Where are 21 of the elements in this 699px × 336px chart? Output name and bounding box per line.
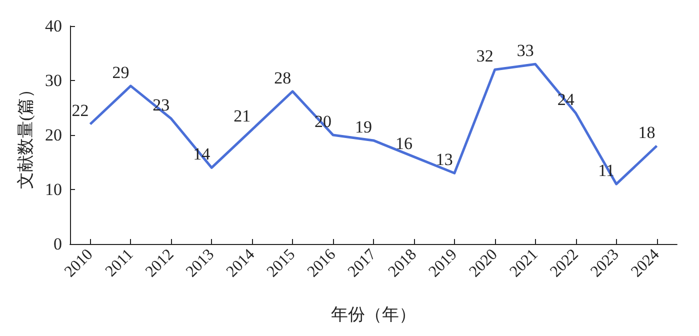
x-tick-label: 2011 <box>102 246 137 280</box>
data-label: 19 <box>355 117 372 136</box>
data-label: 23 <box>152 96 170 115</box>
y-tick-label: 40 <box>45 16 62 36</box>
data-label: 29 <box>112 62 130 82</box>
y-tick-label: 0 <box>54 234 62 254</box>
y-tick-label: 20 <box>45 126 62 144</box>
y-tick-label: 30 <box>45 71 62 90</box>
data-label: 32 <box>476 46 494 66</box>
x-tick-label: 2021 <box>506 246 542 281</box>
y-axis-title: 文献数量(篇） <box>16 81 36 189</box>
data-label: 18 <box>638 122 656 142</box>
line-series <box>88 62 658 186</box>
data-label: 33 <box>516 41 534 60</box>
x-axis-title: 年份（年） <box>331 305 416 324</box>
data-label: 21 <box>234 106 251 126</box>
data-label: 13 <box>436 150 453 170</box>
data-label: 16 <box>395 134 412 153</box>
data-label: 28 <box>274 68 292 88</box>
data-label: 22 <box>72 101 89 120</box>
y-tick-label: 10 <box>45 180 62 199</box>
